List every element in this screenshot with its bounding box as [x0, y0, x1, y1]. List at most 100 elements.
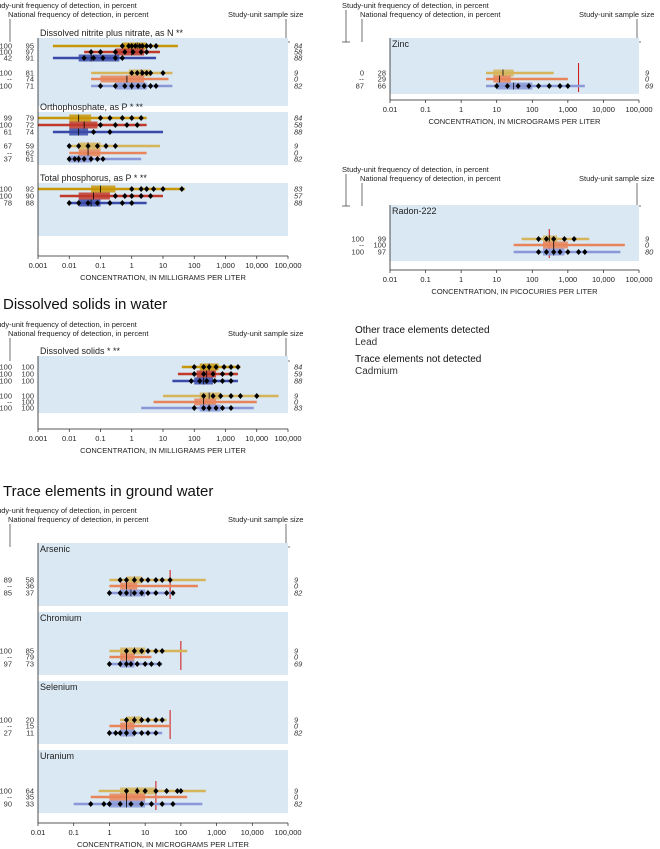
- data-point: [170, 801, 176, 807]
- sample-size-label: 0: [294, 582, 299, 591]
- data-point: [88, 156, 94, 162]
- nutrients-g0b-row-1: -- 74 0: [7, 75, 299, 84]
- data-point: [142, 788, 148, 794]
- data-point: [129, 43, 135, 49]
- data-point: [201, 393, 207, 399]
- data-point: [66, 143, 72, 149]
- sample-size-label: 9: [294, 69, 299, 78]
- trace_elements-header-sample: Study-unit sample size: [228, 515, 303, 524]
- data-point: [81, 55, 87, 61]
- trace_elements-group-label-3: Uranium: [40, 751, 74, 761]
- data-point: [100, 55, 106, 61]
- data-point: [138, 186, 144, 192]
- national-freq-label: 81: [26, 69, 34, 78]
- zinc-header-study: Study-unit frequency of detection, in pe…: [342, 1, 490, 10]
- data-point: [131, 730, 137, 736]
- data-point: [131, 577, 137, 583]
- data-point: [135, 83, 141, 89]
- dissolved_solids-x-label: CONCENTRATION, IN MILLIGRAMS PER LITER: [80, 446, 246, 455]
- national-freq-label: 36: [26, 582, 34, 591]
- radon-g0-row-0: 100 99 9: [351, 235, 650, 244]
- national-freq-label: 100: [21, 370, 34, 379]
- data-point: [219, 405, 226, 411]
- data-point: [138, 193, 144, 199]
- zinc-tick-label-3: 10: [493, 105, 501, 114]
- data-point: [132, 43, 138, 49]
- sample-size-label: 69: [645, 82, 654, 91]
- radon-g0-row-1: -- 100 0: [359, 241, 650, 250]
- data-point: [129, 200, 135, 206]
- data-point: [97, 122, 104, 128]
- data-point: [117, 801, 123, 807]
- sample-size-label: 84: [294, 42, 302, 51]
- nutrients-tick-label-5: 100: [188, 261, 201, 270]
- data-point: [106, 590, 113, 596]
- study-freq-label: 100: [0, 363, 12, 372]
- study-freq-label: --: [7, 75, 12, 84]
- sample-size-label: 82: [294, 155, 303, 164]
- study-freq-label: --: [7, 149, 12, 158]
- data-point: [494, 83, 500, 89]
- study-freq-label: --: [359, 241, 364, 250]
- study-freq-label: 100: [0, 404, 12, 413]
- data-point: [100, 156, 106, 162]
- data-point: [139, 730, 145, 736]
- data-point: [129, 186, 135, 192]
- data-point: [156, 661, 162, 667]
- sample-size-label: 82: [294, 82, 303, 91]
- iqr-box: [78, 192, 110, 200]
- data-point: [129, 193, 135, 199]
- data-point: [206, 405, 212, 411]
- data-point: [106, 661, 113, 667]
- zinc-group-label-0: Zinc: [392, 39, 410, 49]
- dissolved_solids-tick-label-2: 0.1: [95, 434, 105, 443]
- data-point: [212, 378, 218, 384]
- radon-tick-label-6: 10,000: [592, 275, 615, 284]
- data-point: [150, 186, 157, 192]
- nutrients-g1b-row-1: -- 62 0: [7, 149, 299, 158]
- trace_elements-tick-label-2: 1: [107, 828, 111, 837]
- national-freq-label: 29: [378, 75, 386, 84]
- data-point: [119, 55, 125, 61]
- dissolved_solids-g0-row-0: 100 100 84: [0, 363, 302, 372]
- national-freq-label: 97: [26, 48, 34, 57]
- dissolved_solids-tick-label-1: 0.01: [62, 434, 77, 443]
- iqr-box: [542, 235, 558, 243]
- data-point: [515, 83, 521, 89]
- data-point: [153, 83, 159, 89]
- sample-size-label: 9: [294, 576, 299, 585]
- data-point: [210, 393, 216, 399]
- data-point: [107, 200, 113, 206]
- data-point: [204, 378, 210, 384]
- data-point: [90, 129, 97, 135]
- sample-size-label: 82: [294, 729, 303, 738]
- data-point: [174, 788, 180, 794]
- note-other-heading: Other trace elements detected: [355, 325, 490, 336]
- nutrients-header-sample: Study-unit sample size: [228, 10, 303, 19]
- data-point: [535, 236, 542, 242]
- national-freq-label: 73: [26, 660, 34, 669]
- data-point: [130, 49, 136, 55]
- data-point: [112, 122, 119, 128]
- data-point: [88, 49, 94, 55]
- data-point: [228, 393, 234, 399]
- national-freq-label: 90: [26, 192, 34, 201]
- sample-size-label: 58: [294, 48, 303, 57]
- data-point: [139, 577, 145, 583]
- data-point: [129, 83, 135, 89]
- study-freq-label: 67: [4, 142, 12, 151]
- zinc-g0-row-0: 0 28 9: [360, 69, 650, 78]
- nutrients-tick-label-2: 0.1: [95, 261, 105, 270]
- study-freq-label: 61: [4, 128, 12, 137]
- sample-size-label: 84: [294, 363, 302, 372]
- study-freq-label: 87: [356, 82, 364, 91]
- national-freq-label: 35: [26, 793, 34, 802]
- nutrients-g0-row-1: 100 97 58: [0, 48, 303, 57]
- data-point: [139, 648, 145, 654]
- zinc-tick-label-1: 0.1: [420, 105, 430, 114]
- study-freq-label: 99: [4, 114, 12, 123]
- data-point: [97, 49, 104, 55]
- trace_elements-group-label-2: Selenium: [40, 682, 78, 692]
